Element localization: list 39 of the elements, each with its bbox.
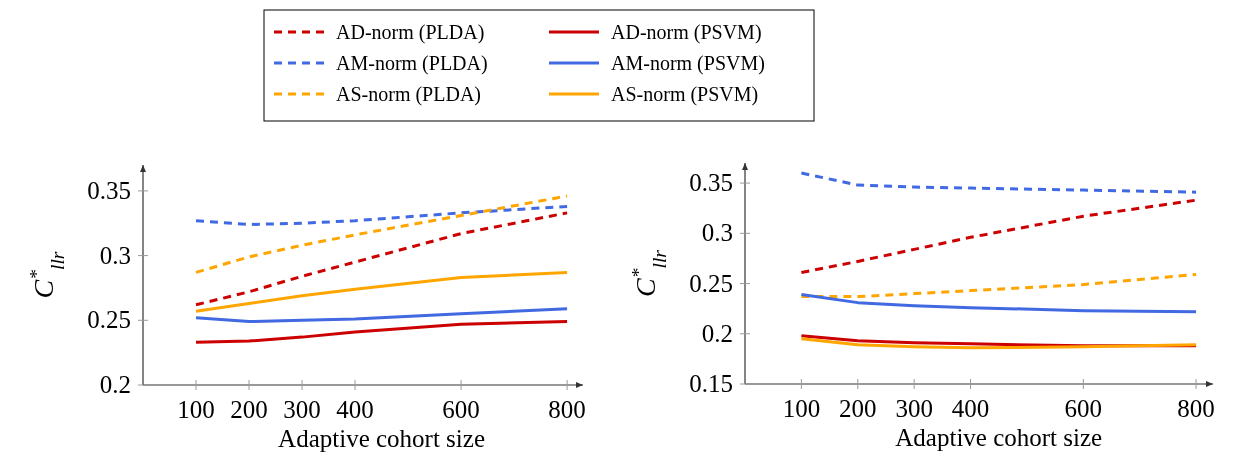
- x-axis-title: Adaptive cohort size: [278, 425, 485, 452]
- x-tick-label: 300: [895, 395, 933, 422]
- x-tick-label: 100: [782, 395, 821, 422]
- x-tick-label: 400: [336, 396, 374, 423]
- line-series: [194, 320, 569, 344]
- x-tick-label: 600: [442, 396, 480, 423]
- y-tick-label: 0.2: [99, 371, 131, 398]
- legend-label: AM-norm (PLDA): [336, 52, 488, 75]
- y-tick-label: 0.3: [99, 241, 131, 269]
- x-tick-label: 600: [1064, 395, 1103, 422]
- line-series: [799, 273, 1198, 299]
- line-series: [194, 270, 569, 313]
- x-tick-label: 300: [283, 396, 321, 423]
- line-series: [799, 198, 1198, 274]
- line-series: [799, 293, 1198, 314]
- legend-label: AS-norm (PLDA): [336, 83, 481, 106]
- y-tick-label: 0.25: [87, 306, 131, 334]
- legend-label: AD-norm (PSVM): [611, 21, 762, 44]
- line-series: [194, 211, 569, 307]
- line-series: [194, 194, 569, 274]
- legend-label: AM-norm (PSVM): [611, 52, 765, 75]
- x-axis-title: Adaptive cohort size: [895, 424, 1103, 451]
- line-series: [799, 171, 1198, 194]
- x-tick-label: 200: [839, 395, 877, 422]
- y-tick-label: 0.3: [701, 219, 733, 247]
- x-tick-label: 400: [951, 395, 990, 422]
- line-series: [194, 204, 569, 227]
- legend-label: AD-norm (PLDA): [336, 21, 485, 44]
- x-tick-label: 800: [1177, 395, 1215, 422]
- y-tick-label: 0.35: [689, 169, 733, 197]
- line-series: [194, 307, 569, 324]
- legend-label: AS-norm (PSVM): [611, 83, 759, 106]
- x-tick-label: 100: [177, 396, 215, 423]
- y-tick-label: 0.35: [87, 176, 131, 204]
- x-tick-label: 200: [230, 396, 268, 423]
- y-tick-label: 0.15: [689, 370, 733, 397]
- y-tick-label: 0.2: [701, 319, 733, 347]
- x-tick-label: 800: [548, 396, 586, 423]
- y-tick-label: 0.25: [689, 269, 733, 297]
